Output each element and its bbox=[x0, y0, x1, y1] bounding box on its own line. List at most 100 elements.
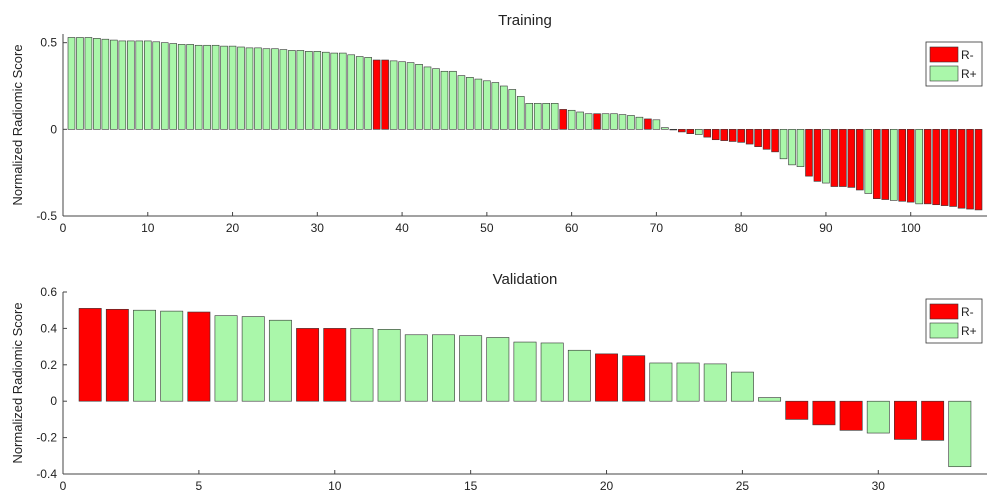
x-tick-label: 10 bbox=[328, 479, 342, 493]
bar bbox=[211, 44, 220, 130]
bar bbox=[754, 129, 762, 147]
bar bbox=[805, 129, 813, 177]
bar bbox=[330, 52, 339, 130]
x-tick-label: 0 bbox=[60, 221, 67, 235]
bar bbox=[350, 328, 374, 402]
bar bbox=[974, 129, 983, 211]
bar bbox=[381, 59, 389, 130]
legend-swatch bbox=[929, 65, 959, 82]
bar bbox=[669, 129, 678, 131]
bar bbox=[203, 44, 211, 130]
bar bbox=[187, 311, 211, 402]
bar bbox=[194, 44, 203, 130]
legend-label: R- bbox=[961, 305, 974, 319]
bar bbox=[323, 328, 347, 402]
bar bbox=[101, 38, 110, 130]
bar bbox=[279, 49, 288, 130]
legend-swatch bbox=[929, 46, 959, 63]
bar bbox=[703, 363, 727, 402]
bar bbox=[262, 48, 271, 130]
bar bbox=[593, 113, 601, 130]
bar bbox=[898, 129, 906, 202]
bar bbox=[788, 129, 796, 166]
bar bbox=[423, 66, 432, 130]
y-axis-label: Normalized Radiomic Score bbox=[10, 44, 25, 205]
bar bbox=[866, 400, 890, 434]
bar bbox=[813, 129, 822, 182]
bar bbox=[915, 129, 923, 205]
bar bbox=[779, 129, 788, 160]
bar bbox=[127, 40, 135, 130]
bar bbox=[322, 51, 330, 130]
validation-panel: Validation Normalized Radiomic Score 0 5 10 1… bbox=[10, 271, 987, 493]
y-tick-label: 0.4 bbox=[40, 321, 57, 335]
bar bbox=[595, 353, 618, 402]
x-tick-label: 0 bbox=[60, 479, 67, 493]
bar bbox=[525, 103, 534, 130]
bar bbox=[491, 82, 500, 130]
x-tick-label: 60 bbox=[565, 221, 579, 235]
bar bbox=[144, 40, 152, 130]
bar bbox=[728, 129, 737, 142]
bar bbox=[466, 77, 474, 130]
bar bbox=[711, 129, 720, 141]
bar bbox=[347, 54, 355, 130]
x-tick-label: 5 bbox=[196, 479, 203, 493]
bar bbox=[135, 40, 144, 130]
bar bbox=[966, 129, 974, 210]
x-tick-label: 25 bbox=[736, 479, 750, 493]
bar bbox=[812, 400, 836, 426]
x-tick-label: 70 bbox=[650, 221, 664, 235]
legend-swatch bbox=[929, 303, 959, 320]
bar bbox=[459, 335, 483, 402]
bar bbox=[228, 45, 237, 130]
x-tick-label: 20 bbox=[600, 479, 614, 493]
bar bbox=[894, 400, 917, 440]
bar bbox=[703, 129, 712, 138]
bar bbox=[618, 114, 627, 130]
bar bbox=[516, 96, 525, 130]
bar bbox=[610, 113, 618, 130]
bar bbox=[567, 349, 591, 402]
bar bbox=[720, 129, 728, 141]
legend-label: R- bbox=[961, 48, 974, 62]
bar bbox=[737, 129, 745, 143]
bar bbox=[508, 89, 517, 130]
bar bbox=[118, 40, 127, 130]
bar bbox=[296, 328, 320, 402]
bar bbox=[822, 129, 830, 184]
bar bbox=[313, 51, 322, 130]
y-tick-label: 0.2 bbox=[40, 358, 57, 372]
bar bbox=[762, 129, 771, 150]
bar bbox=[686, 129, 695, 134]
bar bbox=[906, 129, 915, 203]
bar bbox=[940, 129, 949, 206]
bar bbox=[220, 45, 228, 130]
bar bbox=[432, 68, 440, 130]
bar bbox=[186, 44, 194, 130]
bar bbox=[133, 309, 156, 402]
legend: R- R+ bbox=[925, 41, 983, 87]
bar bbox=[932, 129, 940, 206]
bar bbox=[550, 103, 559, 130]
bar bbox=[78, 308, 102, 402]
bar bbox=[214, 315, 238, 402]
x-tick-label: 30 bbox=[311, 221, 325, 235]
bar bbox=[169, 43, 177, 130]
bar bbox=[576, 111, 584, 130]
bar bbox=[601, 113, 610, 130]
y-tick-label: -0.2 bbox=[36, 431, 57, 445]
x-tick-label: 100 bbox=[901, 221, 921, 235]
x-tick-label: 10 bbox=[141, 221, 155, 235]
bar bbox=[830, 129, 839, 187]
bar bbox=[730, 371, 754, 402]
y-tick-label: 0.5 bbox=[40, 36, 57, 50]
bar bbox=[305, 51, 313, 130]
bar bbox=[661, 127, 669, 130]
x-tick-label: 90 bbox=[819, 221, 833, 235]
bar bbox=[364, 57, 372, 130]
bar bbox=[889, 129, 898, 201]
y-tick-label: -0.4 bbox=[36, 467, 57, 481]
training-panel: Training Normalized Radiomic Score 0 10 20 30… bbox=[10, 12, 987, 235]
